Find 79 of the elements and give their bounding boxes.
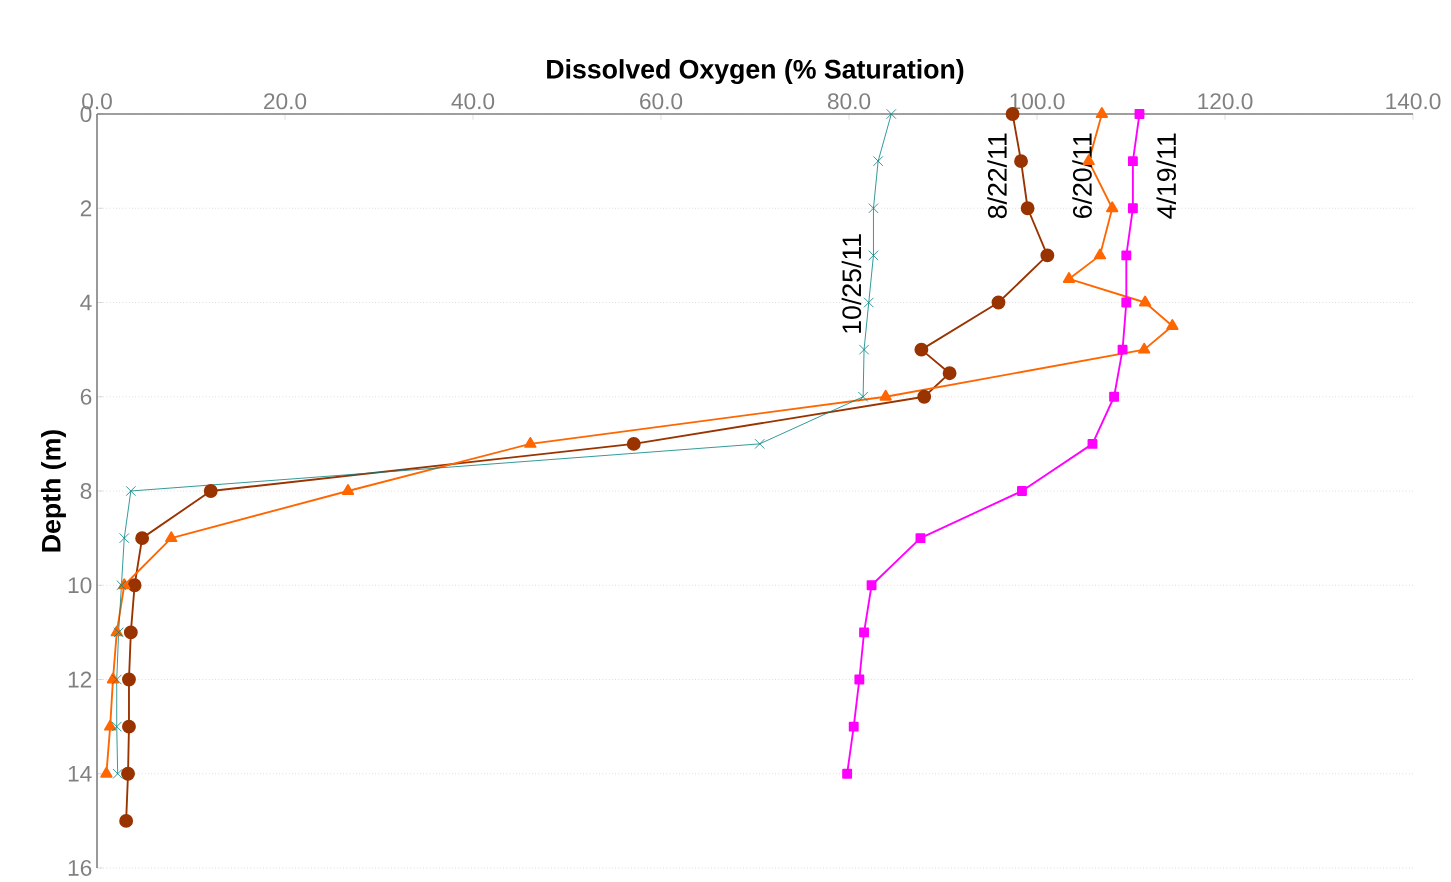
point — [203, 484, 218, 498]
point — [1138, 295, 1152, 307]
x-tick-label: 120.0 — [1198, 93, 1253, 110]
point — [1040, 248, 1055, 263]
point — [842, 768, 853, 779]
text: 6/20/11 — [1072, 133, 1092, 218]
point — [1127, 156, 1138, 167]
point — [1121, 297, 1132, 308]
y-tick-label: 14 — [68, 765, 92, 782]
point — [112, 768, 123, 779]
point — [915, 533, 926, 544]
point — [848, 721, 859, 732]
x-tick-label: 60.0 — [640, 93, 683, 110]
point — [127, 578, 142, 593]
x-tick-label: 140.0 — [1386, 93, 1441, 110]
point — [858, 344, 870, 355]
point — [341, 484, 355, 495]
point — [1093, 248, 1107, 260]
x-axis-title: Dissolved Oxygen (% Saturation) — [547, 59, 964, 85]
point — [866, 580, 877, 591]
point — [122, 719, 136, 734]
point — [1127, 203, 1138, 214]
x-tick-label: 100.0 — [1010, 93, 1065, 110]
point — [873, 156, 884, 167]
point — [1062, 272, 1076, 283]
point — [859, 627, 869, 638]
point — [886, 108, 897, 120]
y-tick-label: 6 — [80, 388, 92, 405]
point — [111, 721, 122, 732]
point — [119, 813, 134, 828]
point — [626, 436, 641, 451]
point — [1106, 201, 1119, 213]
point — [123, 625, 138, 640]
y-axis-title: Depth (m) — [41, 430, 66, 552]
text: 4/19/11 — [1156, 133, 1177, 219]
point — [942, 366, 957, 381]
point — [1134, 109, 1145, 119]
point — [858, 391, 869, 402]
point — [122, 672, 136, 687]
point — [119, 533, 130, 544]
point — [863, 297, 874, 308]
point — [1121, 250, 1132, 261]
point — [754, 438, 765, 449]
x-tick-label: 20.0 — [264, 93, 307, 110]
point — [121, 766, 135, 781]
y-tick-label: 16 — [68, 859, 92, 877]
point — [116, 580, 127, 591]
point — [868, 250, 879, 261]
point — [135, 531, 150, 546]
point — [111, 674, 122, 685]
point — [991, 295, 1006, 310]
x-tick-label: 80.0 — [827, 93, 871, 110]
point — [868, 203, 879, 214]
y-tick-label: 12 — [68, 671, 92, 688]
point — [1166, 319, 1179, 331]
point — [917, 389, 932, 404]
text: 8/22/11 — [987, 133, 1007, 219]
point — [1017, 486, 1027, 496]
x-tick-label: 40.0 — [451, 93, 495, 110]
y-tick-label: 10 — [68, 577, 92, 594]
point — [1020, 201, 1035, 216]
point — [165, 531, 178, 543]
y-tick-label: 4 — [80, 294, 92, 311]
point — [1109, 391, 1120, 402]
point — [1138, 342, 1151, 354]
point — [914, 342, 929, 357]
y-tick-label: 2 — [80, 200, 92, 217]
text: 10/25/11 — [841, 234, 862, 333]
point — [100, 766, 113, 778]
point — [854, 674, 865, 685]
point — [125, 485, 136, 497]
point — [879, 389, 892, 401]
point — [104, 719, 117, 731]
point — [1087, 438, 1098, 449]
point — [524, 436, 537, 448]
point — [1095, 107, 1109, 118]
y-tick-label: 8 — [80, 482, 92, 500]
point — [1117, 344, 1128, 355]
point — [1014, 154, 1028, 169]
